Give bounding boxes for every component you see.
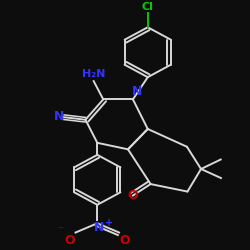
Text: N: N [54, 110, 64, 123]
Text: O: O [128, 189, 138, 202]
Text: O: O [120, 234, 130, 247]
Text: ⁻: ⁻ [57, 226, 63, 236]
Text: O: O [64, 234, 75, 247]
Text: +: + [105, 218, 113, 228]
Text: N: N [132, 85, 142, 98]
Text: Cl: Cl [142, 2, 154, 12]
Text: N: N [94, 220, 104, 234]
Text: H₂N: H₂N [82, 69, 105, 79]
